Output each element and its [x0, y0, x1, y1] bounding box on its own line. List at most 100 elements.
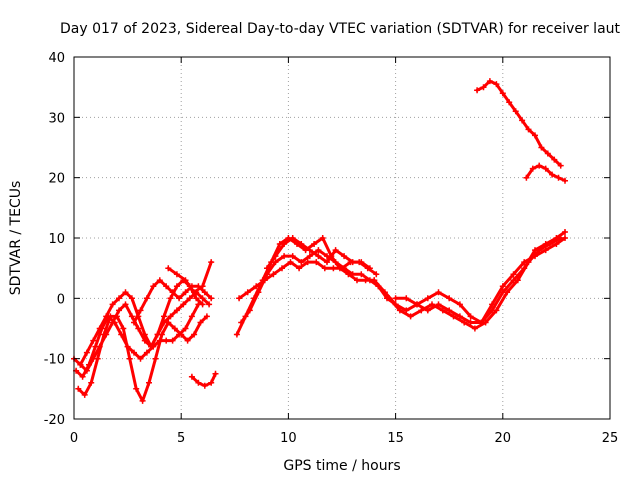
data-point — [143, 295, 150, 302]
data-point — [339, 265, 345, 272]
data-point — [193, 295, 200, 302]
data-point — [296, 265, 303, 272]
data-point — [199, 301, 206, 308]
data-point — [208, 259, 215, 266]
data-point — [246, 307, 253, 314]
data-point — [467, 313, 474, 320]
data-point — [180, 301, 187, 308]
data-point — [122, 289, 129, 296]
data-point — [201, 382, 208, 389]
data-point — [306, 247, 313, 254]
data-point — [195, 379, 202, 386]
data-point — [88, 379, 95, 386]
data-point — [270, 271, 277, 278]
data-point — [287, 259, 294, 266]
data-point — [281, 241, 288, 247]
data-point — [289, 235, 296, 241]
data-point — [324, 253, 330, 260]
data-point — [109, 301, 116, 308]
data-point — [499, 283, 506, 290]
x-tick-label: 0 — [70, 431, 78, 446]
data-point — [182, 325, 189, 332]
data-point — [169, 289, 176, 296]
data-point — [261, 277, 268, 284]
data-point — [424, 295, 431, 302]
series-line — [72, 290, 211, 367]
data-point — [137, 355, 144, 362]
x-axis-ticks: 0 5 10 15 20 25 — [70, 57, 618, 446]
y-tick-label: 10 — [48, 232, 65, 247]
data-point — [532, 247, 538, 254]
data-point — [330, 265, 337, 272]
series-line — [78, 278, 205, 373]
data-point — [289, 253, 296, 260]
data-point — [471, 325, 478, 332]
data-point — [538, 144, 545, 151]
data-point — [236, 295, 243, 302]
data-point — [109, 319, 116, 326]
series-track-d — [77, 277, 206, 374]
data-point — [544, 150, 551, 157]
data-point — [105, 313, 112, 320]
data-point — [456, 301, 463, 308]
y-tick-label: 30 — [48, 111, 65, 126]
data-point — [191, 331, 198, 338]
data-point — [523, 174, 530, 181]
y-tick-label: 0 — [57, 292, 65, 307]
data-point — [208, 295, 215, 302]
data-point — [358, 271, 365, 278]
data-point — [525, 126, 532, 133]
data-point — [173, 283, 180, 290]
data-point — [319, 235, 326, 241]
data-point — [98, 325, 105, 332]
data-point — [186, 295, 193, 302]
data-point — [131, 319, 137, 326]
data-point — [163, 337, 170, 344]
data-point — [103, 331, 110, 338]
data-point — [521, 265, 528, 272]
data-point — [83, 349, 90, 356]
data-point — [306, 253, 313, 260]
x-tick-label: 15 — [387, 431, 404, 446]
x-tick-label: 5 — [177, 431, 185, 446]
data-point — [366, 265, 373, 272]
data-point — [199, 283, 206, 290]
data-point — [489, 307, 496, 314]
data-point — [349, 259, 356, 266]
data-point — [519, 117, 526, 124]
series-track-n — [392, 229, 568, 326]
data-point — [152, 355, 159, 362]
data-point — [150, 283, 157, 290]
y-tick-label: -20 — [44, 413, 65, 428]
series-track-e — [131, 277, 215, 326]
data-point — [478, 319, 485, 326]
data-point — [122, 301, 129, 308]
x-tick-label: 10 — [280, 431, 297, 446]
data-point — [244, 289, 251, 296]
y-axis-title: SDTVAR / TECUs — [8, 181, 24, 296]
data-point — [264, 265, 270, 272]
data-point — [137, 307, 144, 314]
data-point — [118, 331, 125, 338]
data-point — [75, 385, 82, 392]
data-point — [182, 277, 189, 284]
data-point — [341, 253, 348, 260]
data-point — [407, 313, 414, 320]
data-point — [143, 349, 150, 356]
series-track-f — [165, 259, 215, 296]
data-point — [206, 301, 213, 308]
data-point — [161, 313, 167, 320]
data-point — [354, 277, 360, 284]
series-track-i — [238, 247, 399, 326]
data-point — [480, 84, 487, 91]
data-point — [128, 295, 135, 302]
data-point — [116, 295, 122, 302]
data-point — [542, 165, 549, 172]
data-point — [392, 295, 399, 302]
data-point — [403, 295, 410, 302]
data-point — [167, 295, 174, 302]
series-track-o — [474, 78, 564, 169]
data-point — [512, 108, 519, 115]
y-tick-label: 20 — [48, 172, 65, 187]
x-tick-label: 25 — [602, 431, 619, 446]
